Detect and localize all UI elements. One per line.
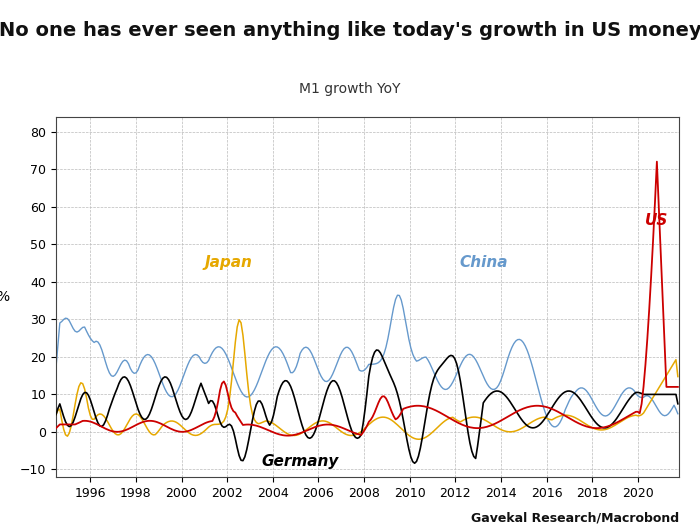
Y-axis label: %: % <box>0 290 10 304</box>
Text: China: China <box>460 255 508 270</box>
Text: Gavekal Research/Macrobond: Gavekal Research/Macrobond <box>471 511 679 525</box>
Text: Germany: Germany <box>261 454 339 469</box>
Text: Japan: Japan <box>204 255 252 270</box>
Text: M1 growth YoY: M1 growth YoY <box>300 82 400 96</box>
Text: No one has ever seen anything like today's growth in US money: No one has ever seen anything like today… <box>0 21 700 40</box>
Text: US: US <box>645 214 668 228</box>
